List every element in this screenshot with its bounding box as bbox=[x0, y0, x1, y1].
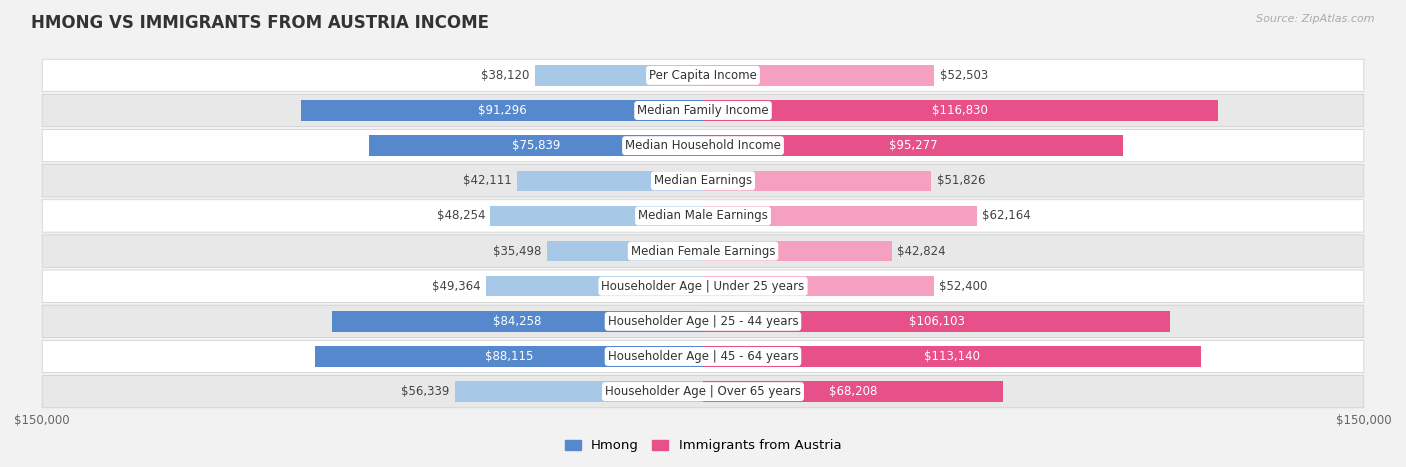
FancyBboxPatch shape bbox=[42, 59, 1364, 92]
Text: $68,208: $68,208 bbox=[830, 385, 877, 398]
Text: $113,140: $113,140 bbox=[924, 350, 980, 363]
Text: Median Earnings: Median Earnings bbox=[654, 174, 752, 187]
Text: Median Family Income: Median Family Income bbox=[637, 104, 769, 117]
Text: $91,296: $91,296 bbox=[478, 104, 526, 117]
Text: $88,115: $88,115 bbox=[485, 350, 533, 363]
Bar bbox=[332, 311, 703, 332]
Bar bbox=[547, 241, 703, 261]
Text: $116,830: $116,830 bbox=[932, 104, 988, 117]
Text: Per Capita Income: Per Capita Income bbox=[650, 69, 756, 82]
Bar bbox=[536, 65, 703, 85]
Text: $52,400: $52,400 bbox=[939, 280, 987, 293]
Text: Median Household Income: Median Household Income bbox=[626, 139, 780, 152]
FancyBboxPatch shape bbox=[42, 375, 1364, 408]
Bar bbox=[703, 382, 1004, 402]
Text: Median Female Earnings: Median Female Earnings bbox=[631, 245, 775, 258]
Text: Householder Age | Over 65 years: Householder Age | Over 65 years bbox=[605, 385, 801, 398]
Bar bbox=[703, 206, 977, 226]
Bar bbox=[703, 100, 1218, 120]
Text: $106,103: $106,103 bbox=[908, 315, 965, 328]
Text: HMONG VS IMMIGRANTS FROM AUSTRIA INCOME: HMONG VS IMMIGRANTS FROM AUSTRIA INCOME bbox=[31, 14, 489, 32]
Text: $62,164: $62,164 bbox=[983, 209, 1031, 222]
Text: Source: ZipAtlas.com: Source: ZipAtlas.com bbox=[1257, 14, 1375, 24]
Bar bbox=[315, 347, 703, 367]
FancyBboxPatch shape bbox=[42, 305, 1364, 338]
Bar bbox=[301, 100, 703, 120]
Text: Householder Age | 45 - 64 years: Householder Age | 45 - 64 years bbox=[607, 350, 799, 363]
Text: $75,839: $75,839 bbox=[512, 139, 560, 152]
FancyBboxPatch shape bbox=[42, 200, 1364, 232]
Text: $38,120: $38,120 bbox=[481, 69, 530, 82]
Bar bbox=[703, 241, 891, 261]
Text: $49,364: $49,364 bbox=[432, 280, 481, 293]
Bar bbox=[703, 347, 1202, 367]
Bar bbox=[703, 65, 935, 85]
Bar bbox=[368, 135, 703, 156]
Bar bbox=[491, 206, 703, 226]
Text: $42,824: $42,824 bbox=[897, 245, 946, 258]
FancyBboxPatch shape bbox=[42, 340, 1364, 373]
FancyBboxPatch shape bbox=[42, 129, 1364, 162]
Text: Householder Age | Under 25 years: Householder Age | Under 25 years bbox=[602, 280, 804, 293]
Text: $48,254: $48,254 bbox=[437, 209, 485, 222]
Text: $35,498: $35,498 bbox=[494, 245, 541, 258]
Text: $52,503: $52,503 bbox=[939, 69, 988, 82]
FancyBboxPatch shape bbox=[42, 235, 1364, 267]
FancyBboxPatch shape bbox=[42, 270, 1364, 302]
Bar bbox=[703, 276, 934, 297]
Text: $51,826: $51,826 bbox=[936, 174, 986, 187]
FancyBboxPatch shape bbox=[42, 165, 1364, 197]
Bar bbox=[454, 382, 703, 402]
FancyBboxPatch shape bbox=[42, 94, 1364, 127]
Bar bbox=[703, 311, 1170, 332]
Legend: Hmong, Immigrants from Austria: Hmong, Immigrants from Austria bbox=[560, 434, 846, 458]
Text: $56,339: $56,339 bbox=[401, 385, 450, 398]
Text: $84,258: $84,258 bbox=[494, 315, 541, 328]
Bar bbox=[703, 135, 1123, 156]
Text: $95,277: $95,277 bbox=[889, 139, 938, 152]
Text: Householder Age | 25 - 44 years: Householder Age | 25 - 44 years bbox=[607, 315, 799, 328]
Text: Median Male Earnings: Median Male Earnings bbox=[638, 209, 768, 222]
Bar bbox=[703, 170, 931, 191]
Bar bbox=[485, 276, 703, 297]
Bar bbox=[517, 170, 703, 191]
Text: $42,111: $42,111 bbox=[464, 174, 512, 187]
